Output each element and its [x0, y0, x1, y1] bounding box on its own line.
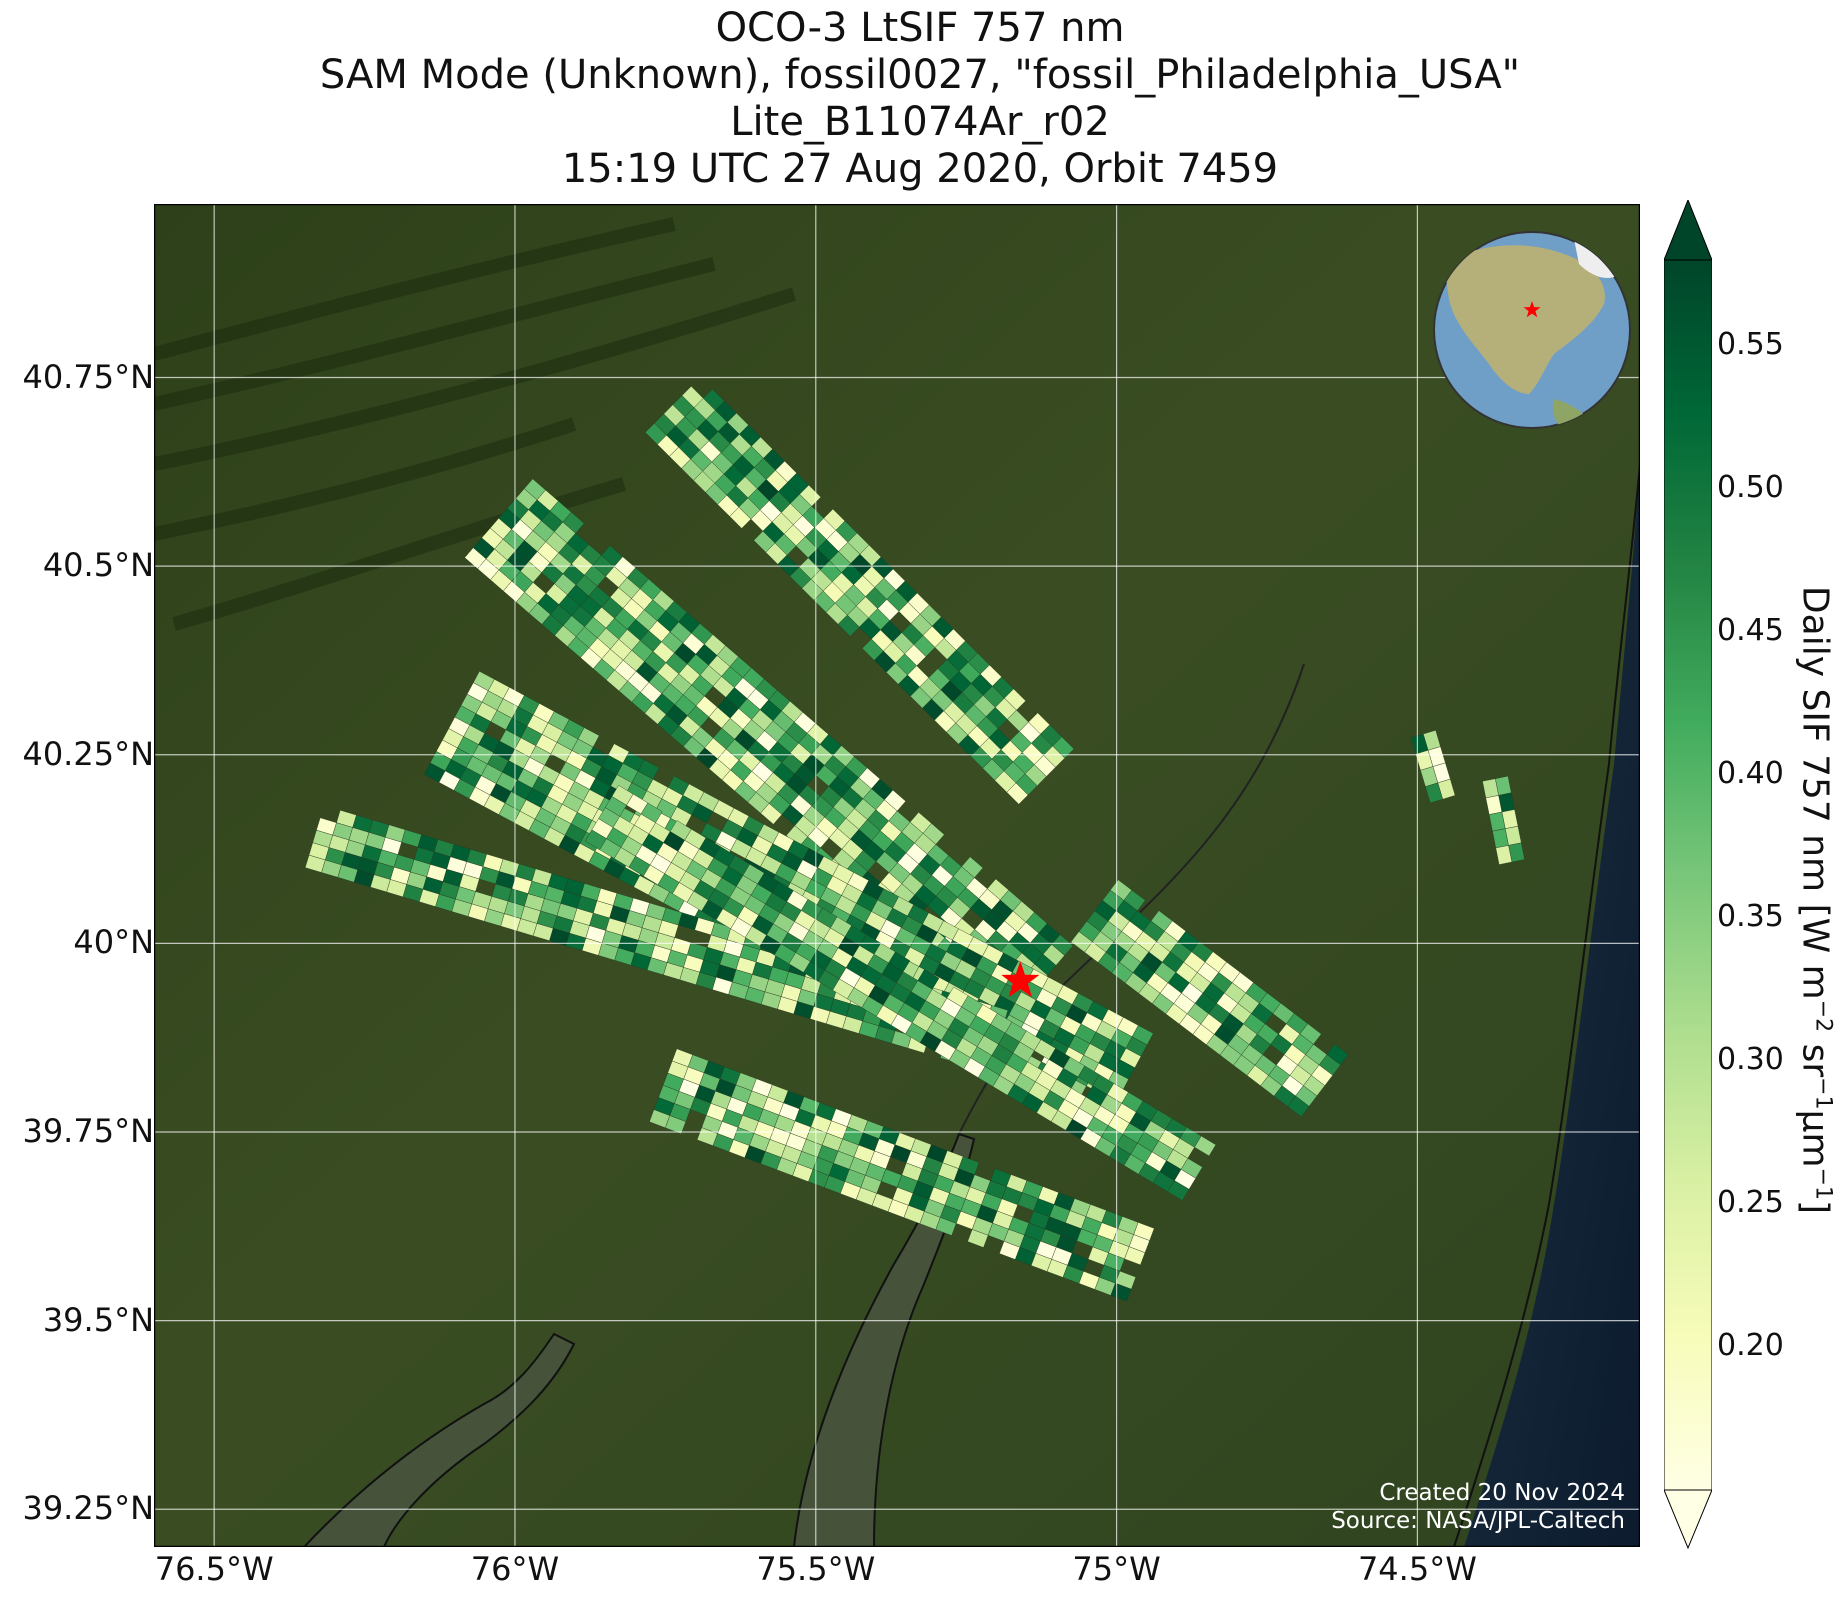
credit-source: Source: NASA/JPL-Caltech [1331, 1508, 1625, 1534]
map-frame [154, 204, 1640, 1547]
sif-sounding-cell [1167, 1180, 1190, 1201]
target-star-icon [1001, 961, 1040, 998]
swath [464, 478, 1074, 1015]
title-line-4: 15:19 UTC 27 Aug 2020, Orbit 7459 [561, 146, 1279, 192]
sif-sounding-cell [1425, 782, 1443, 804]
lat-tick-label: 40°N [73, 923, 154, 962]
lon-tick-label: 76°W [470, 1550, 560, 1588]
swath [1070, 879, 1349, 1117]
sif-sounding-cell [729, 506, 752, 529]
lon-tick-label: 75°W [1072, 1550, 1161, 1588]
swath [1410, 730, 1456, 804]
chesapeake-bay [302, 1332, 576, 1547]
lat-tick-label: 40.25°N [22, 734, 154, 773]
colorbar-tick-label: 0.45 [1717, 612, 1784, 648]
sif-sounding-cell [760, 803, 783, 825]
sif-sounding-cell [1287, 1095, 1310, 1117]
colorbar-tick-label: 0.35 [1717, 898, 1784, 934]
sif-sounding-cell [665, 1115, 687, 1135]
sif-sounding-cell [1194, 1135, 1217, 1157]
colorbar-body [1664, 259, 1712, 1491]
colorbar-tick-label: 0.25 [1717, 1184, 1784, 1220]
globe-target-star-icon [1523, 301, 1541, 318]
ocean [1464, 464, 1640, 1547]
colorbar-tick-label: 0.50 [1717, 469, 1784, 505]
swath [1482, 775, 1525, 865]
lon-tick-label: 74.5°W [1357, 1550, 1477, 1588]
sif-sounding-cell [1006, 782, 1029, 805]
sif-sounding-cell [1124, 1246, 1146, 1266]
lat-tick-label: 39.25°N [22, 1489, 154, 1528]
colorbar-tick-label: 0.55 [1717, 326, 1784, 362]
lon-tick-label: 76.5°W [154, 1550, 274, 1588]
lon-tick-label: 75.5°W [756, 1550, 876, 1588]
lat-tick-label: 40.75°N [22, 357, 154, 396]
globe-north-america [1444, 245, 1605, 394]
sif-swaths [304, 386, 1525, 1302]
sif-sounding-cell [1495, 845, 1513, 865]
gridlines [154, 204, 1640, 1547]
swath [584, 785, 1217, 1201]
swath [649, 1048, 1155, 1302]
colorbar-tick-label: 0.40 [1717, 755, 1784, 791]
sif-sounding-cell [935, 1217, 957, 1236]
delaware-bay [792, 1132, 976, 1547]
sif-sounding-cell [1110, 1282, 1132, 1302]
sif-sounding-cell [967, 1229, 989, 1248]
lat-tick-label: 40.5°N [42, 546, 154, 585]
swath [645, 386, 1075, 805]
colorbar-tick-label: 0.20 [1717, 1327, 1784, 1363]
title-line-3: Lite_B11074Ar_r02 [730, 99, 1110, 145]
coastline [1453, 463, 1640, 1547]
inset-globe [1433, 231, 1631, 429]
colorbar [1664, 200, 1712, 1550]
lat-tick-label: 39.5°N [42, 1300, 154, 1339]
colorbar-extend-top [1664, 200, 1712, 261]
colorbar-axis-label: Daily SIF 757 nm [W m−2 sr−1µm−1] [1794, 585, 1836, 1215]
title-line-2: SAM Mode (Unknown), fossil0027, "fossil_… [319, 52, 1521, 98]
credit-created: Created 20 Nov 2024 [1379, 1480, 1625, 1506]
colorbar-extend-bottom [1664, 1489, 1712, 1550]
colorbar-tick-label: 0.30 [1717, 1041, 1784, 1077]
sif-sounding-cell [837, 614, 860, 637]
map-panel [154, 204, 1640, 1547]
title-line-1: OCO-3 LtSIF 757 nm [715, 5, 1125, 51]
lat-tick-label: 39.75°N [22, 1112, 154, 1151]
